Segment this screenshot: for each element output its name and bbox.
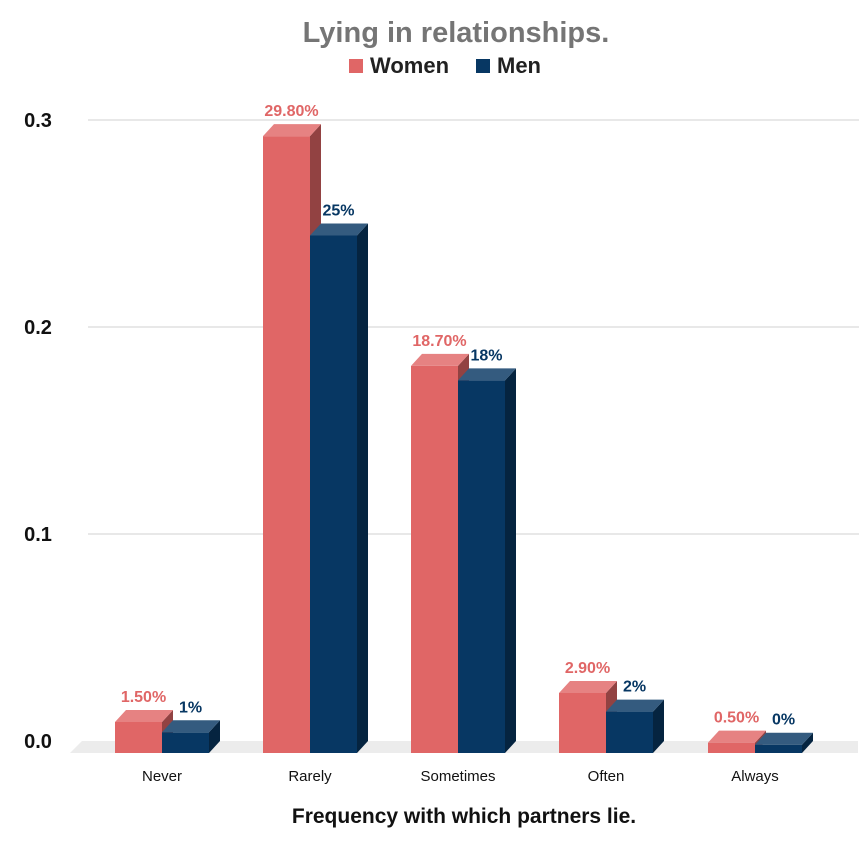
data-label: 1% xyxy=(179,699,202,716)
data-label: 18.70% xyxy=(412,333,466,350)
data-label: 29.80% xyxy=(264,103,318,120)
chart-title: Lying in relationships. xyxy=(303,17,610,49)
x-tick-label: Sometimes xyxy=(420,768,495,785)
bars xyxy=(115,124,813,753)
data-label: 25% xyxy=(322,203,354,220)
data-label: 2% xyxy=(623,679,646,696)
x-axis-label: Frequency with which partners lie. xyxy=(292,805,636,828)
data-label: 0% xyxy=(772,712,795,729)
legend-label-women: Women xyxy=(370,53,449,78)
data-label: 1.50% xyxy=(121,689,166,706)
legend-swatch-women xyxy=(349,59,363,73)
y-axis-ticks: 0.0 0.1 0.2 0.3 xyxy=(24,110,52,753)
data-labels: 1.50% 1% 29.80% 25% 18.70%18% 2.90% 2% 0.50% 0% xyxy=(121,103,795,729)
x-tick-label: Rarely xyxy=(288,768,332,785)
bar-men-always xyxy=(755,732,813,753)
bar-men-often xyxy=(606,699,664,753)
bar-men-never xyxy=(162,720,220,753)
y-tick-label: 0.1 xyxy=(24,524,52,546)
bar-men-rarely xyxy=(310,223,368,753)
data-label: 2.90% xyxy=(565,660,610,677)
data-label: 18% xyxy=(470,347,502,364)
bar-men-sometimes xyxy=(458,368,516,753)
legend: Women Men xyxy=(349,53,541,78)
x-axis-ticks: Never Rarely Sometimes Often Always xyxy=(142,768,779,785)
data-label: 0.50% xyxy=(714,710,759,727)
y-tick-label: 0.2 xyxy=(24,317,52,339)
bar-women-often xyxy=(559,680,617,753)
y-tick-label: 0.0 xyxy=(24,731,52,753)
x-tick-label: Often xyxy=(588,768,625,785)
x-tick-label: Never xyxy=(142,768,182,785)
y-tick-label: 0.3 xyxy=(24,110,52,132)
legend-label-men: Men xyxy=(497,53,541,78)
x-tick-label: Always xyxy=(731,768,779,785)
legend-swatch-men xyxy=(476,59,490,73)
